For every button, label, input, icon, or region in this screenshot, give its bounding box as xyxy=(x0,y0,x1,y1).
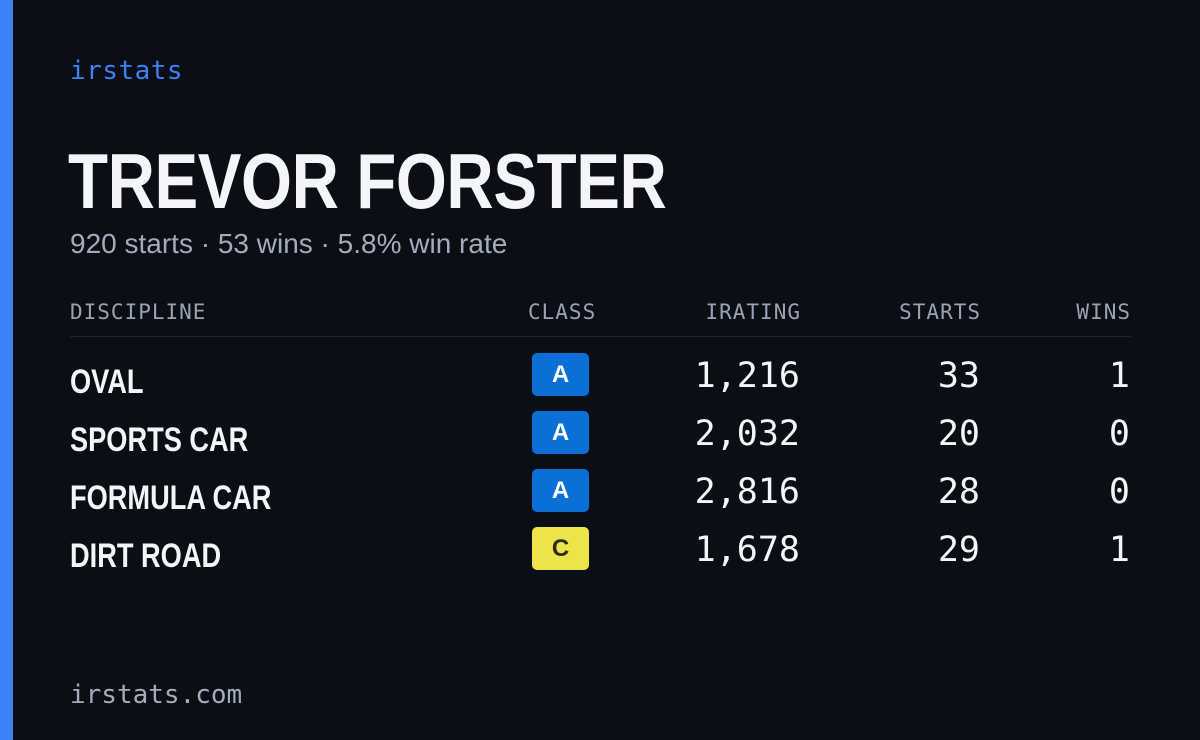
header-discipline: DISCIPLINE xyxy=(70,300,207,324)
table-row: DIRT ROAD C 1,678 29 1 xyxy=(70,527,1131,585)
header-starts: STARTS xyxy=(899,300,981,324)
wins-value: 0 xyxy=(1108,472,1130,512)
irating-value: 1,678 xyxy=(694,530,800,570)
header-wins: WINS xyxy=(1076,300,1131,324)
starts-value: 28 xyxy=(937,472,980,512)
class-badge: A xyxy=(532,411,589,454)
irating-value: 2,032 xyxy=(694,414,800,454)
accent-bar xyxy=(0,0,13,740)
wins-value: 0 xyxy=(1108,414,1130,454)
table-body: OVAL A 1,216 33 1 SPORTS CAR A 2,032 20 … xyxy=(70,353,1131,585)
starts-value: 33 xyxy=(937,356,980,396)
brand-logo: irstats xyxy=(70,56,184,86)
driver-summary: 920 starts · 53 wins · 5.8% win rate xyxy=(70,228,508,259)
discipline-label: DIRT ROAD xyxy=(70,537,222,575)
table-row: FORMULA CAR A 2,816 28 0 xyxy=(70,469,1131,527)
stats-table: DISCIPLINE CLASS IRATING STARTS WINS OVA… xyxy=(70,298,1131,585)
header-irating: IRATING xyxy=(705,300,801,324)
table-row: OVAL A 1,216 33 1 xyxy=(70,353,1131,411)
irating-value: 2,816 xyxy=(694,472,800,512)
class-badge: A xyxy=(532,469,589,512)
driver-name: TREVOR FORSTER xyxy=(68,137,667,225)
header-class: CLASS xyxy=(528,300,597,324)
footer-url: irstats.com xyxy=(70,680,243,710)
discipline-label: SPORTS CAR xyxy=(70,421,249,459)
irating-value: 1,216 xyxy=(694,356,800,396)
discipline-label: OVAL xyxy=(70,363,144,401)
starts-value: 29 xyxy=(937,530,980,570)
wins-value: 1 xyxy=(1108,356,1130,396)
class-badge: C xyxy=(532,527,589,570)
discipline-label: FORMULA CAR xyxy=(70,479,272,517)
table-header: DISCIPLINE CLASS IRATING STARTS WINS xyxy=(70,298,1131,337)
table-row: SPORTS CAR A 2,032 20 0 xyxy=(70,411,1131,469)
class-badge: A xyxy=(532,353,589,396)
wins-value: 1 xyxy=(1108,530,1130,570)
starts-value: 20 xyxy=(937,414,980,454)
